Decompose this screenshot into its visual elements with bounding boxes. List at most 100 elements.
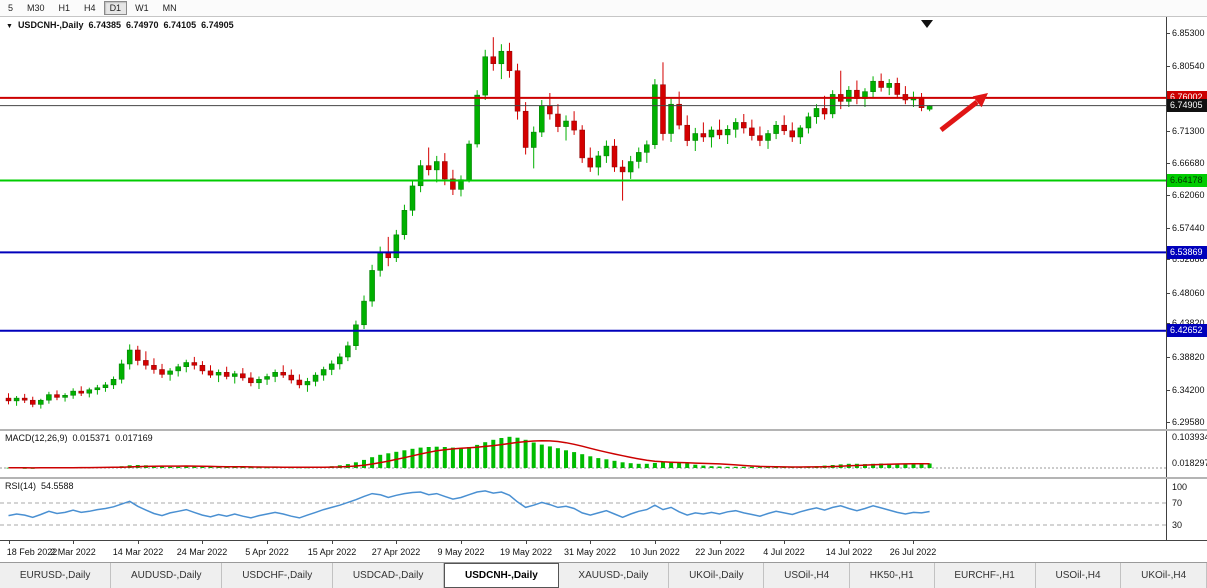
candle xyxy=(369,264,375,307)
date-tickmark xyxy=(267,541,268,544)
macd-bar xyxy=(232,467,237,468)
chart-tab-ukoil-daily[interactable]: UKOil-,Daily xyxy=(669,563,765,588)
price-tick-label: 6.38820 xyxy=(1172,352,1205,362)
macd-bar xyxy=(370,457,375,468)
candle xyxy=(910,91,917,107)
chart-tab-usoil-h4[interactable]: USOil-,H4 xyxy=(1035,563,1122,588)
macd-bar xyxy=(208,466,213,468)
candle xyxy=(635,147,642,169)
chart-tab-eurusd-daily[interactable]: EURUSD-,Daily xyxy=(0,563,112,588)
macd-bar xyxy=(531,442,536,468)
trend-arrow-annotation[interactable] xyxy=(939,93,988,132)
macd-bar xyxy=(636,463,641,468)
candle xyxy=(231,370,238,384)
macd-bar xyxy=(661,462,665,468)
ohlc-open: 6.74385 xyxy=(88,20,121,30)
date-tickmark xyxy=(849,541,850,544)
timeframe-toolbar: 5 M30 H1 H4 D1 W1 MN xyxy=(0,0,1207,17)
chart-tab-hk50-h1[interactable]: HK50-,H1 xyxy=(849,563,935,588)
candle xyxy=(151,358,157,374)
macd-bar xyxy=(733,466,738,468)
candle xyxy=(555,104,561,133)
candle xyxy=(821,95,828,120)
candlestick-plot[interactable] xyxy=(0,17,1166,431)
macd-axis: 0.103934 0.018297 xyxy=(1166,431,1207,477)
down-arrow-marker[interactable] xyxy=(921,20,933,28)
candle xyxy=(94,384,101,395)
date-tickmark xyxy=(202,541,203,544)
timeframe-button-mn[interactable]: MN xyxy=(157,1,183,15)
candle xyxy=(312,372,319,387)
price-badge-6.74905: 6.74905 xyxy=(1167,99,1207,112)
chart-tab-ukoil-h4[interactable]: UKOil-,H4 xyxy=(1121,563,1207,588)
date-tickmark xyxy=(332,541,333,544)
date-label: 2 Mar 2022 xyxy=(50,547,96,557)
macd-bar xyxy=(725,466,730,468)
chart-tab-usoil-h4[interactable]: USOil-,H4 xyxy=(764,563,850,588)
candle xyxy=(361,295,367,329)
macd-bar xyxy=(224,467,229,468)
date-axis[interactable]: 18 Feb 2022 2 Mar 2022 14 Mar 2022 24 Mar 2… xyxy=(0,541,1207,562)
candle xyxy=(918,93,925,112)
candle xyxy=(878,73,884,92)
chart-tab-usdcad-daily[interactable]: USDCAD-,Daily xyxy=(333,563,445,588)
candle xyxy=(337,353,343,370)
candle xyxy=(320,366,327,381)
date-tickmark xyxy=(73,541,74,544)
candle xyxy=(660,62,666,141)
price-badge-6.53869: 6.53869 xyxy=(1167,246,1207,259)
main-chart-panel: ▼ USDCNH-,Daily 6.74385 6.74970 6.74105 6.749… xyxy=(0,17,1207,431)
price-tick-label: 6.34200 xyxy=(1172,385,1205,395)
date-label: 31 May 2022 xyxy=(563,547,617,557)
macd-bar xyxy=(677,462,682,468)
macd-bar xyxy=(378,454,383,468)
macd-bar xyxy=(652,462,657,468)
candle xyxy=(789,122,796,142)
timeframe-button-w1[interactable]: W1 xyxy=(129,1,155,15)
date-tickmark xyxy=(396,541,397,544)
price-badge-6.64178: 6.64178 xyxy=(1167,174,1207,187)
chart-tab-xauusd-daily[interactable]: XAUUSD-,Daily xyxy=(558,563,670,588)
candle xyxy=(716,119,723,140)
timeframe-button-5[interactable]: 5 xyxy=(2,1,19,15)
rsi-title: RSI(14) 54.5588 xyxy=(5,481,79,491)
chart-tab-audusd-daily[interactable]: AUDUSD-,Daily xyxy=(111,563,223,588)
timeframe-button-m30[interactable]: M30 xyxy=(21,1,51,15)
date-label: 27 Apr 2022 xyxy=(371,547,421,557)
price-badge-6.42652: 6.42652 xyxy=(1167,324,1207,337)
candle xyxy=(894,77,901,99)
timeframe-button-d1[interactable]: D1 xyxy=(103,1,128,15)
macd-bar xyxy=(879,463,884,468)
candle xyxy=(62,393,68,402)
candle xyxy=(514,63,521,120)
chart-dropdown-icon[interactable]: ▼ xyxy=(6,23,13,30)
chart-tab-eurchf-h1[interactable]: EURCHF-,H1 xyxy=(934,563,1036,588)
timeframe-button-h1[interactable]: H1 xyxy=(53,1,77,15)
macd-bar xyxy=(871,463,876,468)
macd-bar xyxy=(580,454,585,468)
date-tickmark xyxy=(138,541,139,544)
candle xyxy=(199,361,206,375)
candle xyxy=(797,125,804,144)
price-axis[interactable]: 6.85300 6.80540 6.71300 6.66680 6.62060 6.574… xyxy=(1166,17,1207,429)
candle xyxy=(433,155,440,183)
chart-symbol-label: USDCNH-,Daily xyxy=(17,20,84,30)
macd-axis-label: 0.103934 xyxy=(1172,432,1207,442)
chart-tab-usdcnh-daily[interactable]: USDCNH-,Daily xyxy=(444,563,559,588)
macd-bar xyxy=(475,444,480,468)
macd-bar xyxy=(402,450,407,468)
timeframe-button-h4[interactable]: H4 xyxy=(78,1,102,15)
chart-tab-usdchf-daily[interactable]: USDCHF-,Daily xyxy=(222,563,333,588)
candle xyxy=(328,360,335,376)
candle xyxy=(700,122,707,142)
macd-bar xyxy=(450,447,455,468)
rsi-plot[interactable] xyxy=(0,479,1166,541)
price-tickmark xyxy=(1167,390,1170,391)
macd-plot[interactable] xyxy=(0,431,1166,479)
macd-bar xyxy=(418,447,423,468)
price-tickmark xyxy=(1167,195,1170,196)
ohlc-high: 6.74970 xyxy=(126,20,159,30)
macd-bar xyxy=(895,463,900,468)
rsi-label: RSI(14) xyxy=(5,481,37,491)
